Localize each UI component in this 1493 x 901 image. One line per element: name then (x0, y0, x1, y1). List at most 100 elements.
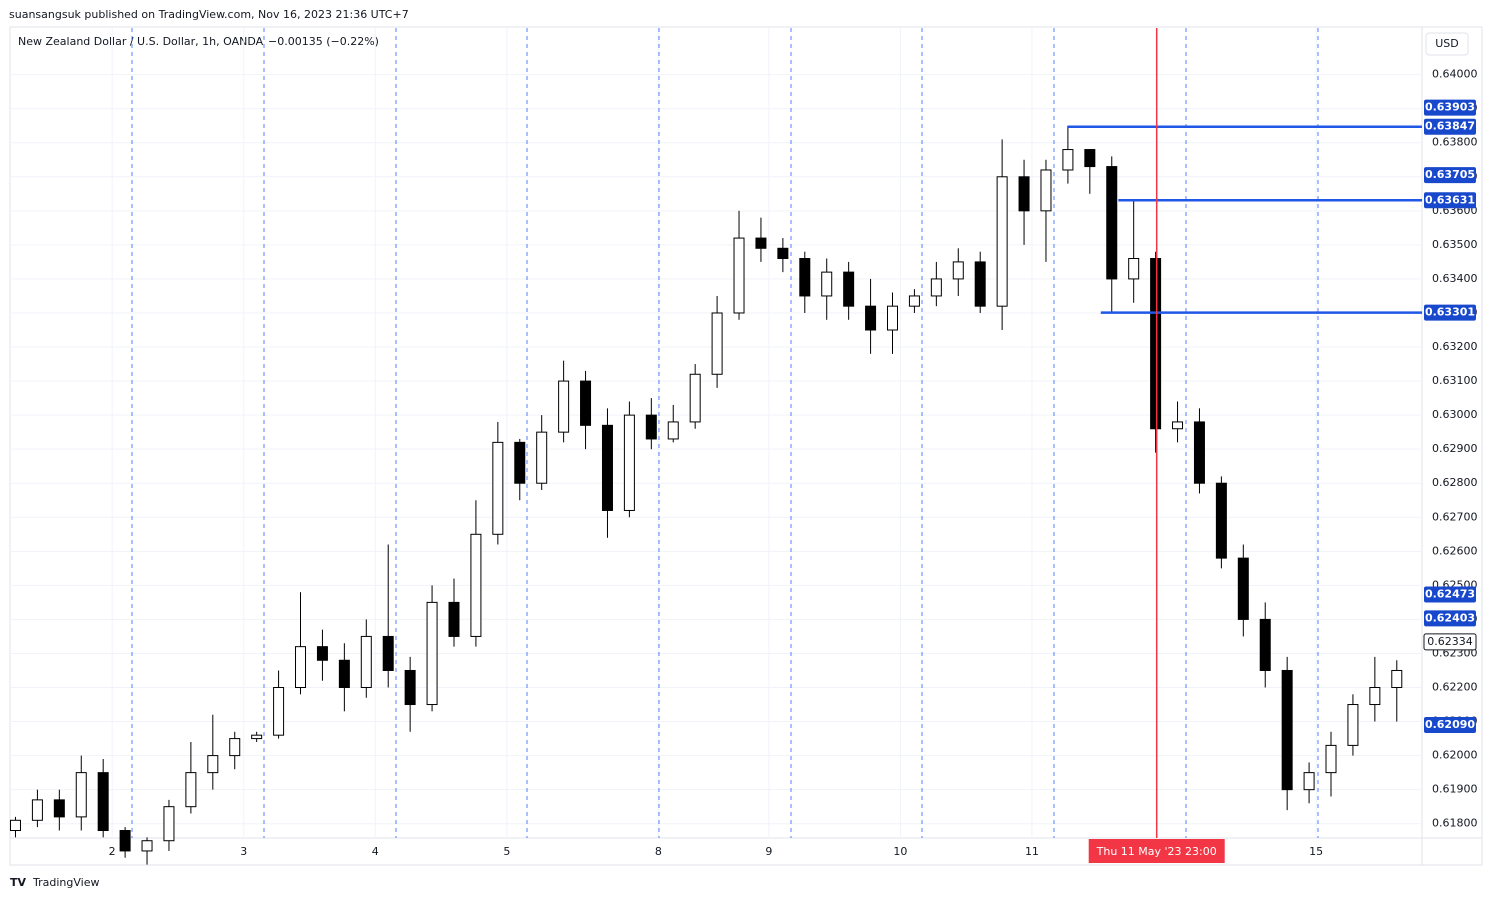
candle-body (163, 806, 175, 842)
x-tick-label: 11 (1025, 845, 1039, 858)
candle-body (1369, 687, 1381, 706)
candle-body (1106, 166, 1118, 280)
y-tick-label: 0.63500 (1432, 238, 1478, 251)
price-label-bg (1424, 99, 1476, 116)
candle-body (448, 601, 460, 637)
price-label-bg (1424, 167, 1476, 184)
last-price-bg (1423, 633, 1477, 651)
candle-body (1281, 669, 1293, 791)
price-label: 0.63847 (1425, 120, 1475, 133)
y-tick-label: 0.63800 (1432, 136, 1478, 149)
candle-body (295, 646, 307, 689)
price-label: 0.63903 (1425, 101, 1475, 114)
price-label-bg (1424, 304, 1476, 321)
candle-body (1193, 421, 1205, 484)
x-tick-label: 4 (372, 845, 379, 858)
y-tick-label: 0.61900 (1432, 783, 1478, 796)
candle-body (1303, 772, 1315, 791)
price-label: 0.62473 (1425, 588, 1475, 601)
candle-body (799, 258, 811, 297)
candle-body (1215, 482, 1227, 559)
candle-body (31, 799, 43, 821)
x-tick-label: 3 (240, 845, 247, 858)
candle-body (97, 772, 109, 832)
y-tick-label: 0.61800 (1432, 817, 1478, 830)
candle-body (119, 830, 131, 852)
crosshair-label-bg (1088, 839, 1225, 863)
candle-body (623, 414, 635, 511)
price-change: −0.00135 (−0.22%) (268, 35, 379, 48)
candle-body (1391, 669, 1403, 689)
candle-body (316, 646, 328, 661)
y-tick-label: 0.62000 (1432, 749, 1478, 762)
candle-body (9, 819, 21, 832)
candle-body (1084, 149, 1096, 168)
x-tick-label: 10 (893, 845, 907, 858)
candle-body (777, 247, 789, 260)
price-label-bg (1424, 610, 1476, 627)
candle-body (360, 635, 372, 689)
candle-body (755, 237, 767, 249)
candle-body (251, 734, 263, 740)
last-price: 0.62334 (1427, 635, 1473, 648)
price-label-bg (1424, 118, 1476, 135)
currency-button[interactable] (1425, 32, 1469, 56)
y-tick-label: 0.62600 (1432, 544, 1478, 557)
x-tick-label: 8 (655, 845, 662, 858)
y-tick-label: 0.63400 (1432, 272, 1478, 285)
currency[interactable]: USD (1435, 37, 1459, 50)
chart-frame (9, 26, 1483, 866)
candle-body (1325, 744, 1337, 774)
candle-body (426, 601, 438, 706)
candle-body (1128, 258, 1140, 280)
y-tick-label: 0.64000 (1432, 68, 1478, 81)
x-tick-label: 2 (109, 845, 116, 858)
logo-mark: TV (10, 876, 27, 889)
x-tick-label: 5 (503, 845, 510, 858)
candle-body (382, 635, 394, 671)
candle-body (141, 840, 153, 852)
candle-body (1259, 618, 1271, 671)
candle-body (996, 176, 1008, 307)
y-tick-label: 0.63100 (1432, 374, 1478, 387)
publisher: suansangsuk published on TradingView.com… (9, 8, 409, 21)
candle-body (1172, 421, 1184, 430)
candle-body (711, 312, 723, 375)
candle-body (952, 261, 964, 280)
price-label: 0.62090 (1425, 718, 1475, 731)
candle-body (887, 305, 898, 331)
candle-body (185, 772, 197, 808)
candle-body (865, 305, 877, 331)
x-tick-label: 9 (765, 845, 772, 858)
y-tick-label: 0.63000 (1432, 408, 1478, 421)
candle-body (514, 441, 526, 484)
y-tick-label: 0.62800 (1432, 476, 1478, 489)
candle-body (580, 380, 592, 426)
candle-body (1040, 169, 1052, 212)
candle-body (53, 799, 65, 818)
candle-body (75, 772, 87, 818)
candle-body (207, 755, 219, 774)
candle-body (492, 441, 504, 535)
footer: TradingView (32, 876, 99, 889)
candle-body (1062, 149, 1074, 171)
candle-body (536, 431, 548, 484)
y-tick-label: 0.62200 (1432, 681, 1478, 694)
candle-body (470, 533, 482, 637)
candle-body (1347, 704, 1359, 746)
candle-body (843, 271, 855, 307)
candle-body (229, 738, 241, 757)
price-label-bg (1424, 192, 1476, 209)
candle-body (1237, 557, 1249, 620)
candle-body (667, 421, 679, 440)
symbol-title: New Zealand Dollar / U.S. Dollar, 1h, OA… (18, 35, 264, 48)
candle-body (930, 278, 942, 297)
price-label: 0.62403 (1425, 611, 1475, 624)
candle-body (338, 659, 350, 689)
candle-body (733, 237, 745, 314)
candle-body (908, 295, 920, 307)
x-tick-label: 15 (1309, 845, 1323, 858)
candle-body (821, 271, 833, 297)
y-tick-label: 0.62900 (1432, 442, 1478, 455)
